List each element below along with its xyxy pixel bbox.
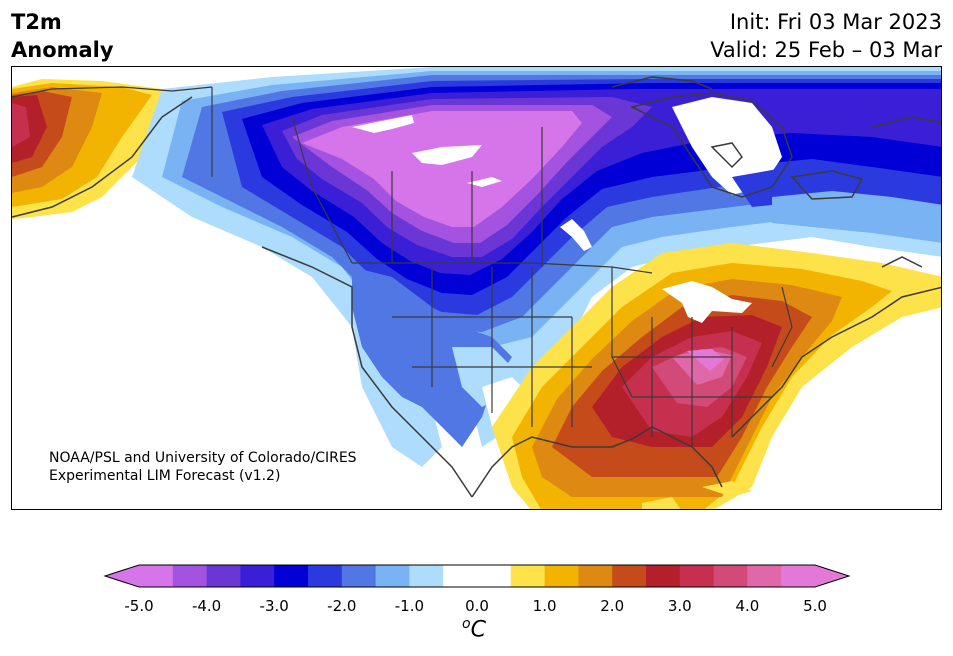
map-canvas [12,67,941,509]
colorbar-cell [747,565,782,587]
colorbar-tick-label: -3.0 [259,597,289,615]
colorbar-cell [375,565,410,587]
forecast-dates: Init: Fri 03 Mar 2023 Valid: 25 Feb – 03… [710,8,942,64]
units-letter: C [470,617,486,643]
colorbar-units-label: oC [462,616,486,642]
coastlines [12,76,941,498]
colorbar-cell [781,565,816,587]
colorbar-cell [409,565,444,587]
colorbar-cell [477,565,512,587]
title-line-1: T2m [11,10,62,34]
colorbar-cell [206,565,241,587]
credit-line-2: Experimental LIM Forecast (v1.2) [49,468,281,484]
cuba-warm-anomaly [702,481,752,497]
colorbar-cell [308,565,343,587]
colorbar-cell [713,565,748,587]
colorbar [103,564,851,588]
credit-line-1: NOAA/PSL and University of Colorado/CIRE… [49,450,357,466]
init-date-label: Init: Fri 03 Mar 2023 [729,10,942,34]
colorbar-cell [172,565,208,587]
anomaly-map[interactable] [11,66,942,510]
map-title: T2m Anomaly [11,8,114,64]
colorbar-cell [544,565,579,587]
colorbar-tick-label: 1.0 [532,597,557,615]
colorbar-max-extension [815,565,849,587]
valid-range-label: Valid: 25 Feb – 03 Mar [710,38,942,62]
units-degree-symbol: o [462,616,471,632]
colorbar-cell [443,565,478,587]
colorbar-cell [612,565,647,587]
colorbar-tick-label: -1.0 [394,597,425,615]
colorbar-cell [578,565,613,587]
caribbean-warm-anomaly [642,497,681,509]
colorbar-tick-label: -2.0 [327,597,357,615]
colorbar-tick-label: 5.0 [803,597,827,615]
colorbar-cells [139,565,816,587]
colorbar-tick-label: -5.0 [124,597,154,615]
colorbar-cell [510,565,546,587]
data-credit: NOAA/PSL and University of Colorado/CIRE… [49,449,357,485]
colorbar-cell [139,565,174,587]
political-borders [12,86,793,447]
colorbar-cell [274,565,309,587]
colorbar-tick-label: 4.0 [735,597,760,615]
colorbar-tick-label: 3.0 [667,597,692,615]
colorbar-cell [679,565,715,587]
colorbar-tick-label: 0.0 [465,597,489,615]
colorbar-tick-label: -4.0 [191,597,222,615]
colorbar-outline [103,564,851,588]
alaska-warm-anomaly [12,79,192,219]
colorbar-cell [240,565,275,587]
colorbar-cell [646,565,681,587]
colorbar-min-extension [105,565,139,587]
colorbar-cell [341,565,377,587]
title-line-2: Anomaly [11,38,114,62]
colorbar-tick-label: 2.0 [600,597,625,615]
